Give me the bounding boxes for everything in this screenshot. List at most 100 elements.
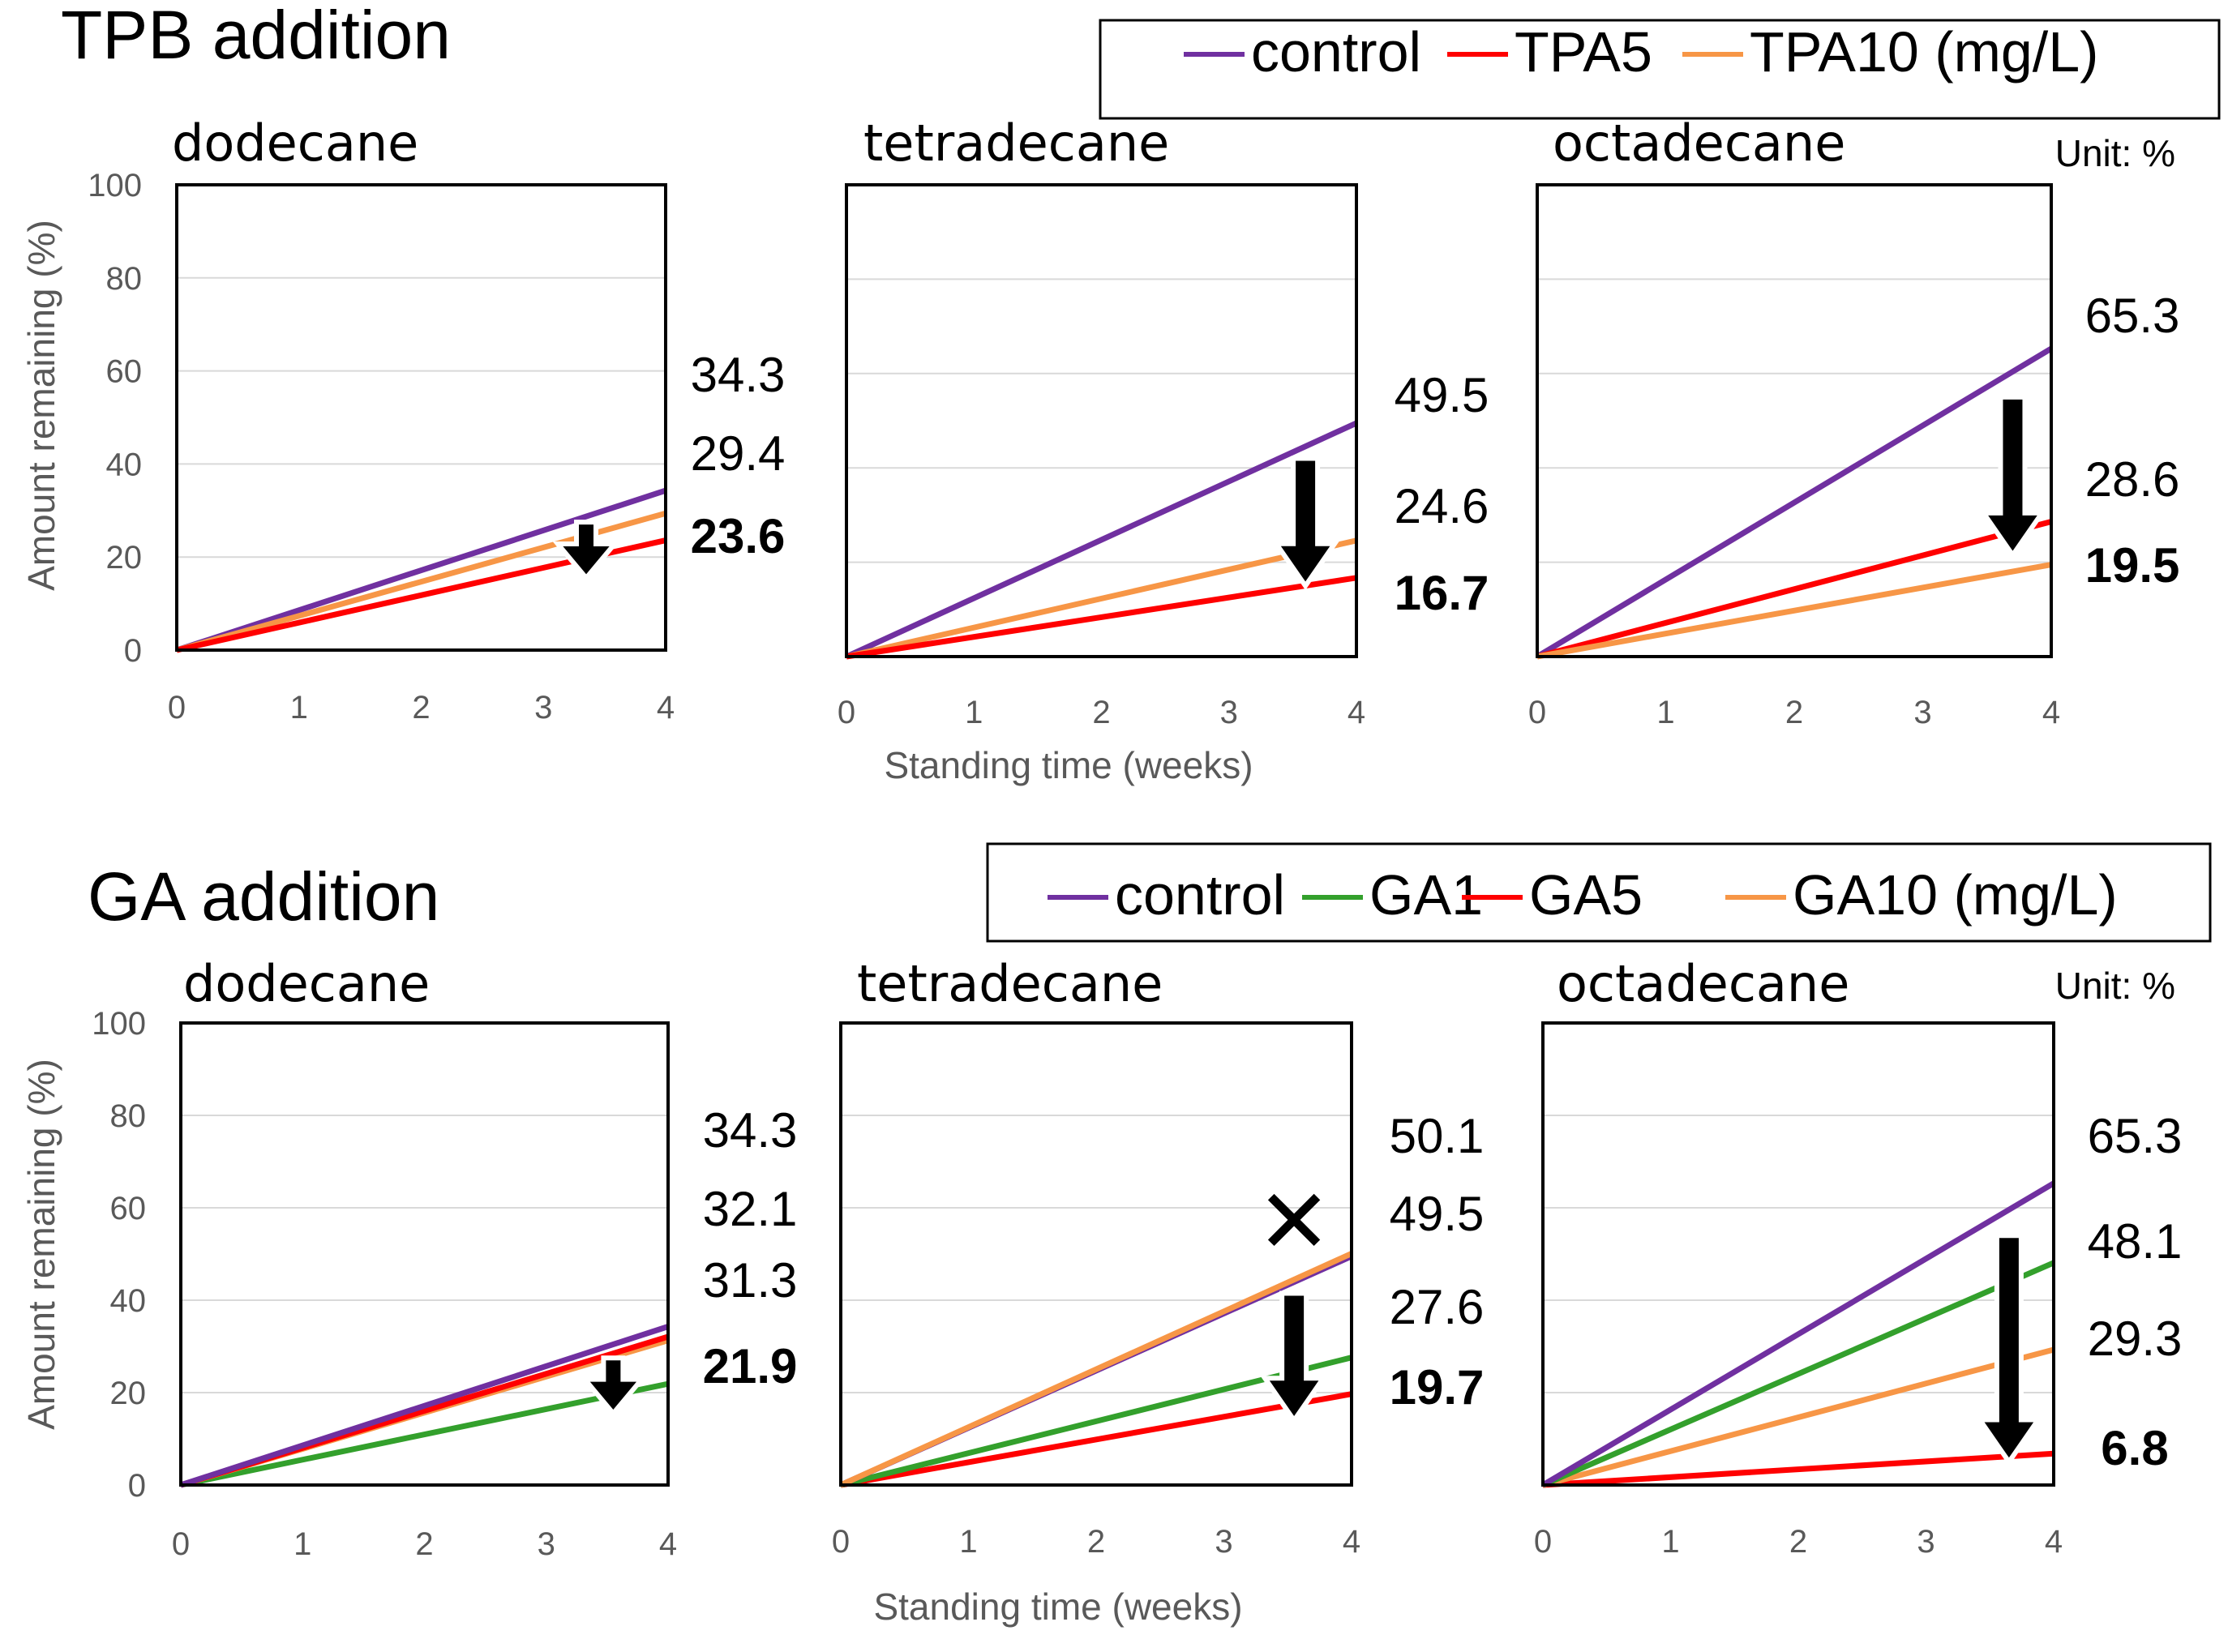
- x-tick-label: 4: [657, 690, 675, 725]
- y-axis-label: Amount remaining (%): [20, 1059, 62, 1430]
- x-tick-label: 3: [534, 690, 552, 725]
- data-label: 19.5: [2085, 538, 2180, 593]
- legend-label: GA5: [1529, 863, 1643, 927]
- x-tick-label: 0: [1534, 1524, 1552, 1560]
- y-tick-label: 100: [92, 1006, 146, 1042]
- data-label: 29.4: [691, 426, 786, 481]
- data-label: 28.6: [2085, 452, 2180, 507]
- legend: control TPA5 TPA10 (mg/L): [1099, 19, 2221, 120]
- x-tick-label: 2: [1087, 1524, 1105, 1560]
- chart-tetradecane: tetradecane 0 1 2 3 4 ✕ 50.1 49.5 27.6 19.7: [832, 954, 1485, 1560]
- x-tick-label: 1: [290, 690, 308, 725]
- plot-frame: [1536, 183, 2053, 658]
- data-label: 34.3: [691, 348, 786, 402]
- down-arrow-icon: [1978, 394, 2047, 560]
- x-tick-label: 4: [2045, 1524, 2063, 1560]
- series-line-control: [179, 1324, 670, 1488]
- y-tick-label: 100: [88, 168, 142, 203]
- plot-frame: [839, 1021, 1353, 1487]
- chart-title: dodecane: [172, 113, 418, 173]
- data-label: 23.6: [691, 509, 786, 563]
- y-tick-label: 40: [106, 447, 143, 482]
- chart-tetradecane: tetradecane 0 1 2 3 4 49.5 24.6 16.7: [838, 113, 1489, 730]
- x-tick-label: 2: [415, 1526, 433, 1562]
- x-tick-label: 1: [959, 1524, 977, 1560]
- data-label: 19.7: [1390, 1360, 1485, 1414]
- section-tpb: TPB addition control TPA5 TPA10 (mg/L) Unit:…: [20, 0, 2221, 786]
- legend-label: TPA10 (mg/L): [1750, 20, 2099, 83]
- data-label: 29.3: [2088, 1312, 2183, 1366]
- x-tick-label: 0: [1528, 695, 1546, 730]
- series-line-tpa10: [846, 537, 1357, 660]
- series-line-ga5: [1542, 1450, 2054, 1488]
- data-label: 34.3: [703, 1103, 798, 1158]
- chart-octadecane: octadecane 0 1 2 3 4 65.3 28.6 19.5: [1528, 113, 2180, 730]
- data-label: 49.5: [1390, 1187, 1485, 1241]
- data-label: 32.1: [703, 1182, 798, 1236]
- x-tick-label: 2: [1785, 695, 1803, 730]
- plot-frame: [1541, 1021, 2055, 1487]
- legend-label: GA10 (mg/L): [1793, 863, 2118, 927]
- data-label: 49.5: [1395, 368, 1489, 422]
- x-tick-label: 4: [1343, 1524, 1360, 1560]
- x-tick-label: 3: [1220, 695, 1238, 730]
- plot-frame: [845, 183, 1358, 658]
- y-tick-label: 20: [106, 540, 143, 576]
- chart-dodecane: dodecane 0 20 40 60 80 100 0 1 2 3 4 34.3 32.1 31.3 21.…: [92, 954, 797, 1562]
- series-line-ga10: [1542, 1346, 2054, 1488]
- y-tick-label: 20: [110, 1376, 147, 1411]
- x-tick-label: 0: [168, 690, 186, 725]
- y-tick-label: 40: [110, 1283, 147, 1319]
- data-label: 65.3: [2088, 1109, 2183, 1163]
- chart-title: tetradecane: [863, 113, 1169, 173]
- series-line-ga1: [180, 1380, 669, 1488]
- section-ga: GA addition control GA1 GA5 GA10 (mg/L)Unit:…: [20, 842, 2212, 1628]
- x-tick-label: 3: [1215, 1524, 1232, 1560]
- y-tick-label: 80: [110, 1098, 147, 1134]
- data-label: 48.1: [2088, 1214, 2183, 1269]
- plot-frame: [179, 1021, 670, 1487]
- chart-octadecane: octadecane 0 1 2 3 4 65.3 48.1 29.3 6.8: [1534, 954, 2183, 1560]
- legend-label: control: [1251, 20, 1421, 83]
- x-tick-label: 3: [1917, 1524, 1935, 1560]
- unit-note: Unit: %: [2055, 132, 2175, 174]
- legend-box: [986, 842, 2212, 943]
- x-tick-label: 1: [965, 695, 983, 730]
- down-arrow-icon: [1260, 1290, 1328, 1425]
- series-line-ga10: [839, 1251, 1353, 1488]
- down-arrow-icon: [1271, 456, 1339, 590]
- chart-title: dodecane: [183, 954, 430, 1013]
- series-line-tpa10: [1536, 562, 2052, 660]
- series-line-control: [175, 487, 667, 653]
- chart-title: tetradecane: [857, 954, 1163, 1013]
- y-tick-label: 0: [124, 633, 142, 669]
- y-tick-label: 60: [110, 1191, 147, 1226]
- series-line-control: [1536, 345, 2053, 660]
- x-tick-label: 4: [1348, 695, 1365, 730]
- legend-label: TPA5: [1515, 20, 1652, 83]
- series-line-ga5: [840, 1391, 1352, 1488]
- section-title: TPB addition: [61, 0, 451, 73]
- x-tick-label: 1: [1656, 695, 1674, 730]
- x-axis-label: Standing time (weeks): [873, 1586, 1242, 1628]
- section-title: GA addition: [88, 858, 439, 935]
- y-tick-label: 80: [106, 261, 143, 297]
- series-line-tpa5: [846, 575, 1357, 660]
- chart-title: octadecane: [1553, 113, 1845, 173]
- data-label: 24.6: [1395, 479, 1489, 533]
- data-label: 27.6: [1390, 1280, 1485, 1334]
- y-axis-label: Amount remaining (%): [20, 220, 62, 591]
- y-tick-label: 60: [106, 354, 143, 390]
- data-label: 6.8: [2101, 1421, 2168, 1475]
- data-label: 50.1: [1390, 1109, 1485, 1163]
- series-line-ga1: [1541, 1260, 2055, 1488]
- legend-box: [1099, 19, 2221, 120]
- x-axis-label: Standing time (weeks): [884, 744, 1253, 786]
- data-label: 65.3: [2085, 289, 2180, 343]
- x-tick-label: 0: [838, 695, 855, 730]
- down-arrow-icon: [1975, 1233, 2043, 1466]
- cross-icon: ✕: [1257, 1172, 1331, 1272]
- x-tick-label: 2: [1092, 695, 1110, 730]
- series-line-control: [1541, 1180, 2055, 1488]
